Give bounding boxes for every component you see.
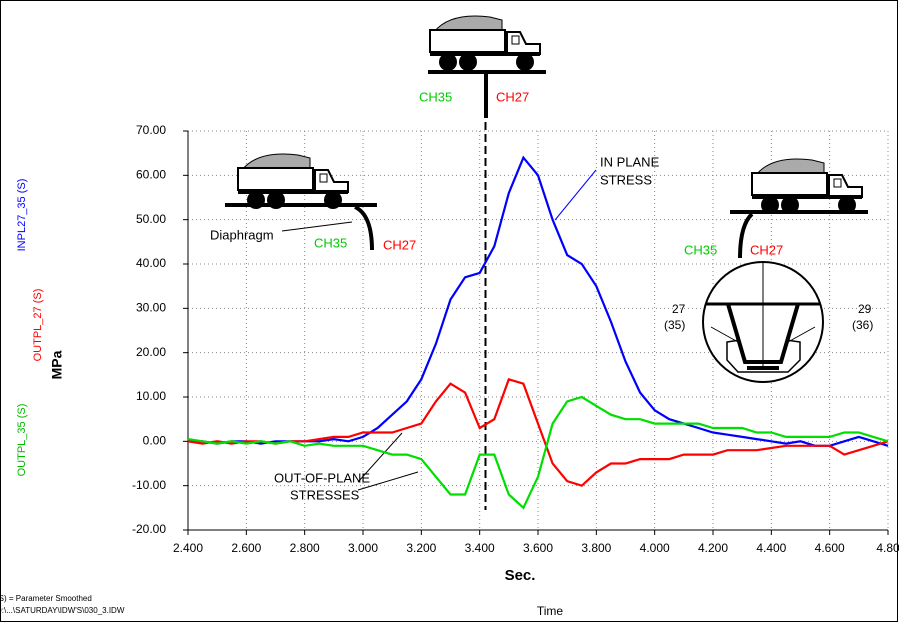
annotation: STRESS	[600, 172, 652, 187]
cross-section	[702, 261, 824, 383]
x-tick-label: 4.600	[815, 541, 845, 555]
series-label: OUTPL_35 (S)	[16, 404, 28, 477]
series-line	[187, 395, 889, 510]
diaphragm	[353, 205, 374, 251]
deck	[730, 210, 868, 214]
y-axis-label: MPa	[49, 350, 65, 379]
x-axis-caption: Time	[537, 604, 564, 618]
y-tick-label: 70.00	[136, 123, 166, 137]
x-tick-label: 2.400	[173, 541, 203, 555]
annotation: CH27	[750, 242, 783, 257]
annotation: CH35	[419, 89, 452, 104]
y-tick-label: -20.00	[132, 522, 166, 536]
annotation: 27	[672, 302, 686, 316]
x-tick-label: 3.200	[406, 541, 436, 555]
footnote: (S) = Parameter Smoothed	[0, 594, 92, 603]
y-tick-label: 50.00	[136, 212, 166, 226]
annotation: CH27	[383, 237, 416, 252]
annotation: IN PLANE	[600, 154, 660, 169]
annotation: STRESSES	[290, 487, 360, 502]
y-tick-label: 10.00	[136, 389, 166, 403]
y-tick-label: 60.00	[136, 168, 166, 182]
footnote: D:\...\SATURDAY\IDW'S\030_3.IDW	[0, 606, 125, 615]
deck	[428, 70, 546, 74]
y-tick-label: 40.00	[136, 256, 166, 270]
series-label: OUTPL_27 (S)	[32, 289, 44, 362]
x-tick-label: 4.200	[698, 541, 728, 555]
series-line	[187, 377, 889, 487]
x-tick-label: 2.800	[290, 541, 320, 555]
series-label: INPL27_35 (S)	[16, 179, 28, 252]
leader	[281, 221, 353, 232]
y-tick-label: -10.00	[132, 478, 166, 492]
annotation: (36)	[852, 318, 873, 332]
x-tick-label: 3.000	[348, 541, 378, 555]
axes	[187, 131, 888, 531]
annotation: CH35	[684, 242, 717, 257]
diaphragm	[738, 212, 754, 259]
annotation: CH27	[496, 89, 529, 104]
y-tick-label: 0.00	[143, 434, 167, 448]
x-tick-label: 3.400	[465, 541, 495, 555]
x-tick-label: 2.600	[231, 541, 261, 555]
leader	[357, 471, 419, 491]
x-tick-label: 4.80	[876, 541, 899, 555]
x-tick-label: 3.600	[523, 541, 553, 555]
rib	[484, 74, 488, 118]
x-axis-label: Sec.	[505, 567, 536, 584]
leader	[357, 432, 403, 483]
annotation: 29	[858, 302, 872, 316]
x-tick-label: 4.000	[640, 541, 670, 555]
annotation: Diaphragm	[210, 227, 274, 242]
leader	[554, 169, 597, 221]
annotation: (35)	[664, 318, 685, 332]
annotation: OUT-OF-PLANE	[274, 470, 370, 485]
deck	[225, 203, 377, 207]
x-tick-label: 4.400	[756, 541, 786, 555]
annotation: CH35	[314, 235, 347, 250]
x-tick-label: 3.800	[581, 541, 611, 555]
y-tick-label: 20.00	[136, 345, 166, 359]
y-tick-label: 30.00	[136, 301, 166, 315]
